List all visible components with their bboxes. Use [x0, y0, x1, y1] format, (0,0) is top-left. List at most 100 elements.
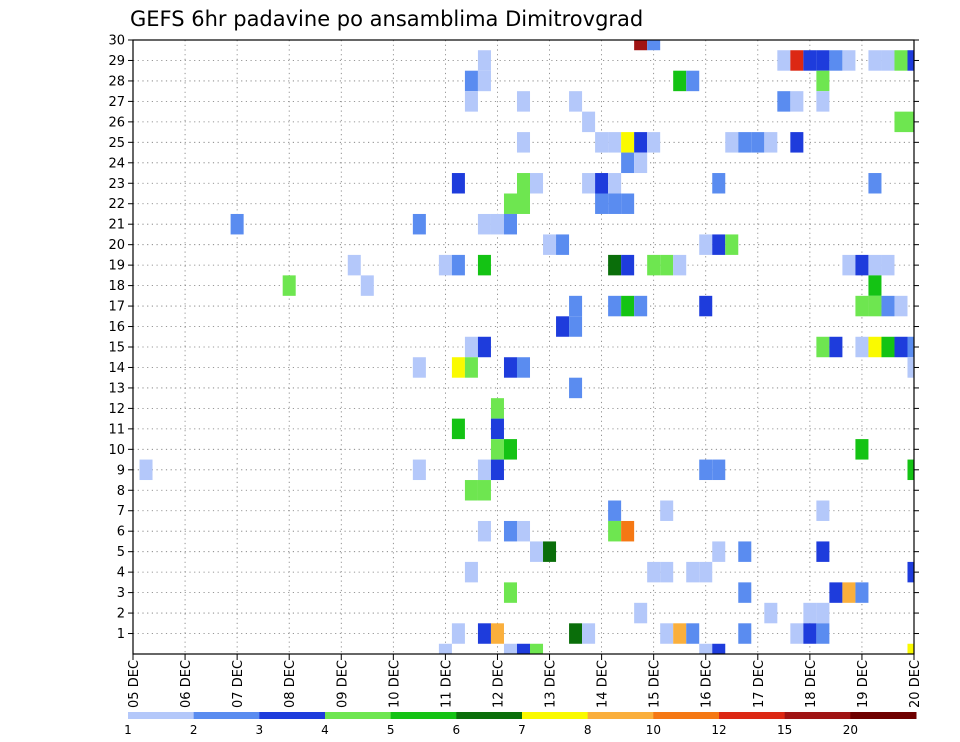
- heatmap-cell: [438, 643, 452, 654]
- heatmap-cell: [686, 70, 700, 92]
- legend-label: 7: [518, 723, 526, 737]
- heatmap-cell: [647, 254, 661, 276]
- heatmap-cell: [816, 541, 830, 562]
- x-tick-label: 09 DEC: [335, 660, 350, 708]
- chart-title: GEFS 6hr padavine po ansamblima Dimitrov…: [130, 7, 643, 31]
- heatmap-cell: [477, 459, 491, 481]
- heatmap-cell: [608, 173, 622, 194]
- legend-label: 2: [190, 723, 198, 737]
- heatmap-cell: [829, 336, 843, 358]
- heatmap-cell: [412, 459, 426, 481]
- heatmap-cell: [868, 295, 882, 317]
- heatmap-cell: [842, 50, 856, 71]
- heatmap-cell: [464, 336, 478, 358]
- heatmap-cell: [816, 500, 830, 521]
- legend-swatch: [259, 712, 326, 719]
- legend-swatch: [653, 712, 720, 719]
- heatmap-cell: [569, 295, 583, 317]
- heatmap-cell: [699, 234, 713, 255]
- heatmap-cell: [790, 91, 804, 112]
- heatmap-cell: [621, 254, 635, 276]
- heatmap-cell: [894, 336, 908, 358]
- y-tick-label: 23: [108, 177, 125, 192]
- heatmap-cell: [634, 152, 648, 174]
- heatmap-cell: [451, 254, 465, 276]
- x-tick-label: 10 DEC: [387, 660, 402, 708]
- heatmap-cell: [699, 643, 713, 654]
- y-tick-label: 26: [108, 115, 125, 130]
- legend-swatch: [193, 712, 260, 719]
- heatmap-cell: [868, 336, 882, 358]
- heatmap-cell: [516, 643, 531, 654]
- heatmap-cell: [881, 254, 895, 276]
- x-tick-label: 20 DEC: [908, 660, 923, 708]
- heatmap-cell: [503, 520, 517, 542]
- heatmap-cell: [516, 91, 531, 112]
- y-tick-label: 12: [108, 402, 125, 417]
- y-tick-label: 28: [108, 74, 125, 89]
- y-tick-label: 24: [108, 156, 125, 171]
- heatmap-cell: [855, 295, 869, 317]
- x-tick-label: 12 DEC: [491, 660, 506, 708]
- heatmap-cell: [907, 459, 914, 481]
- heatmap-cell: [803, 623, 817, 644]
- x-tick-label: 11 DEC: [439, 660, 454, 708]
- y-tick-label: 2: [117, 607, 125, 622]
- legend-swatch: [719, 712, 786, 719]
- y-tick-label: 27: [108, 95, 125, 110]
- heatmap-cell: [608, 295, 622, 317]
- heatmap-cell: [790, 132, 804, 153]
- heatmap-cell: [582, 111, 596, 133]
- heatmap-cell: [595, 173, 609, 194]
- x-tick-label: 13 DEC: [544, 660, 559, 708]
- heatmap-cell: [621, 132, 635, 153]
- y-tick-label: 7: [117, 504, 125, 519]
- legend-label: 8: [584, 723, 592, 737]
- heatmap-cell: [490, 398, 504, 419]
- heatmap-cell: [608, 193, 622, 214]
- y-tick-label: 18: [108, 279, 125, 294]
- heatmap-cell: [464, 561, 478, 583]
- heatmap-cell: [634, 40, 648, 51]
- legend-label: 4: [321, 723, 329, 737]
- heatmap-cell: [503, 439, 517, 460]
- heatmap-cell: [464, 480, 478, 501]
- heatmap-cell: [829, 50, 843, 71]
- x-tick-label: 15 DEC: [648, 660, 663, 708]
- heatmap-cell: [712, 541, 726, 562]
- heatmap-cell: [516, 132, 531, 153]
- heatmap-cell: [530, 541, 544, 562]
- heatmap-cell: [347, 254, 361, 276]
- legend-label: 20: [843, 723, 858, 737]
- heatmap-cell: [855, 439, 869, 460]
- heatmap-cell: [282, 275, 296, 296]
- heatmap-cell: [699, 561, 713, 583]
- heatmap-cell: [503, 193, 517, 214]
- x-axis-ticks: 05 DEC 06 DEC 07 DEC 08 DEC 09 DEC 10 DEC 11 D…: [127, 654, 923, 708]
- heatmap-cell: [660, 254, 674, 276]
- heatmap-cell: [490, 213, 504, 235]
- heatmap-cell: [855, 336, 869, 358]
- heatmap-cell: [894, 111, 908, 133]
- heatmap-cell: [738, 541, 752, 562]
- heatmap-cell: [451, 357, 465, 378]
- heatmap-cell: [894, 295, 908, 317]
- y-tick-label: 22: [108, 197, 125, 212]
- heatmap-cell: [855, 582, 869, 603]
- heatmap-cell: [699, 295, 713, 317]
- heatmap-cell: [712, 643, 726, 654]
- heatmap-cell: [673, 623, 687, 644]
- heatmap-cell: [868, 254, 882, 276]
- heatmap-cell: [516, 357, 531, 378]
- heatmap-cell: [543, 541, 557, 562]
- heatmap-cell: [881, 50, 895, 71]
- heatmap-cell: [881, 295, 895, 317]
- heatmap-cell: [451, 623, 465, 644]
- heatmap-cell: [725, 234, 739, 255]
- heatmap-cell: [621, 295, 635, 317]
- heatmap-cell: [595, 193, 609, 214]
- heatmap-cell: [803, 50, 817, 71]
- heatmap-cell: [530, 173, 544, 194]
- heatmap-cell: [360, 275, 374, 296]
- x-tick-label: 06 DEC: [179, 660, 194, 708]
